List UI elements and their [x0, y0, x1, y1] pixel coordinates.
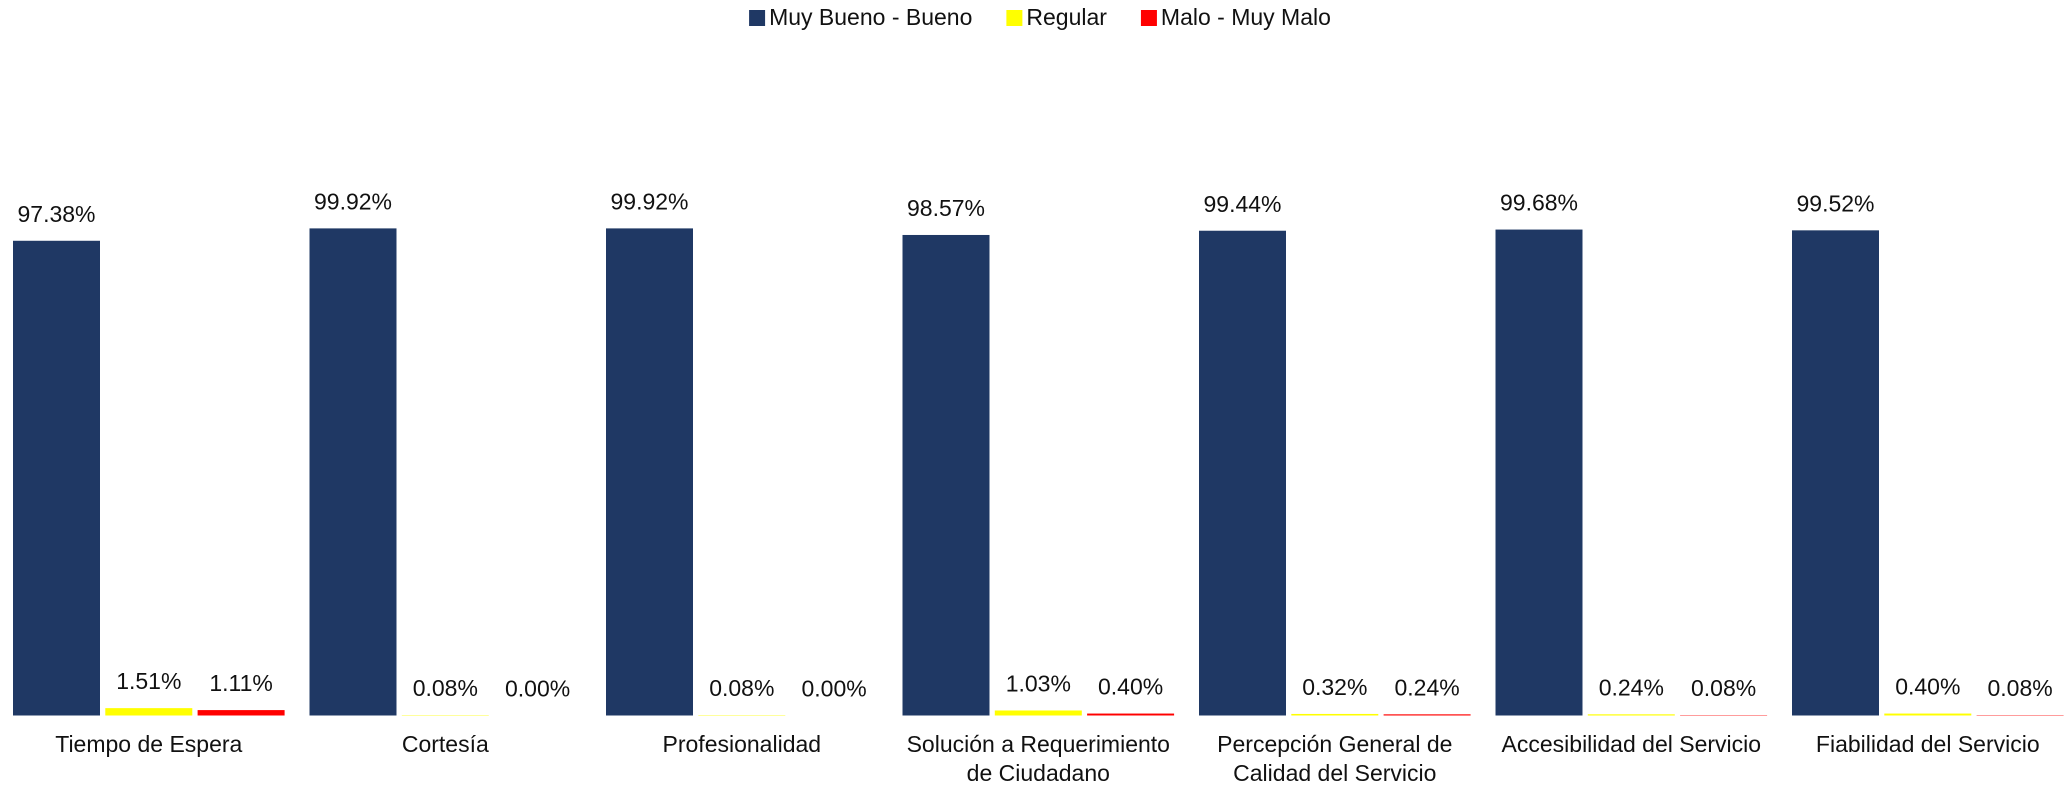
bar — [994, 710, 1082, 716]
legend-label: Regular — [1026, 4, 1107, 30]
x-tick-label: Percepción General de Calidad del Servic… — [1217, 731, 1453, 786]
bar — [13, 240, 100, 716]
data-label: 0.40% — [1098, 674, 1163, 700]
data-label: 99.68% — [1500, 190, 1578, 216]
x-tick-label: Cortesía — [401, 731, 489, 757]
bar — [1291, 713, 1379, 716]
data-label: 99.44% — [1203, 191, 1281, 217]
data-label: 1.03% — [1006, 671, 1071, 697]
data-label: 0.08% — [1691, 675, 1756, 701]
x-tick-label: Accesibilidad del Servicio — [1501, 731, 1762, 757]
bar — [902, 234, 990, 716]
bar — [1587, 714, 1675, 716]
data-label: 99.92% — [610, 188, 688, 214]
bar — [606, 228, 693, 716]
data-label: 98.57% — [907, 195, 985, 221]
data-label: 0.32% — [1302, 674, 1367, 700]
data-label: 0.00% — [801, 676, 866, 702]
bar — [1792, 230, 1879, 716]
data-label: 0.08% — [413, 675, 478, 701]
legend-label: Malo - Muy Malo — [1161, 4, 1331, 30]
x-tick-label: Solución a Requerimiento de Ciudadano — [906, 731, 1170, 786]
bar — [197, 710, 285, 716]
bar — [1383, 714, 1471, 716]
legend-label: Muy Bueno - Bueno — [769, 4, 972, 30]
x-tick-label: Profesionalidad — [662, 731, 822, 757]
data-label: 0.08% — [1987, 675, 2052, 701]
data-label: 99.52% — [1796, 190, 1874, 216]
data-label: 0.08% — [709, 675, 774, 701]
x-tick-label: Tiempo de Espera — [55, 731, 243, 757]
data-label: 0.24% — [1599, 674, 1664, 700]
bar — [1087, 713, 1175, 716]
data-label: 0.40% — [1895, 674, 1960, 700]
bar — [1884, 713, 1972, 716]
bar — [1199, 230, 1286, 716]
legend-swatch — [749, 10, 766, 26]
data-label: 1.11% — [209, 670, 273, 696]
legend-swatch — [1006, 10, 1023, 26]
data-label: 0.00% — [505, 676, 570, 702]
data-label: 0.24% — [1394, 674, 1459, 700]
data-label: 97.38% — [17, 201, 95, 227]
x-tick-label: Fiabilidad del Servicio — [1815, 731, 2040, 757]
bar — [1495, 229, 1583, 716]
bar — [309, 228, 397, 716]
bar — [105, 708, 193, 716]
legend-swatch — [1140, 10, 1157, 26]
data-label: 99.92% — [314, 188, 392, 214]
data-label: 1.51% — [116, 668, 181, 694]
